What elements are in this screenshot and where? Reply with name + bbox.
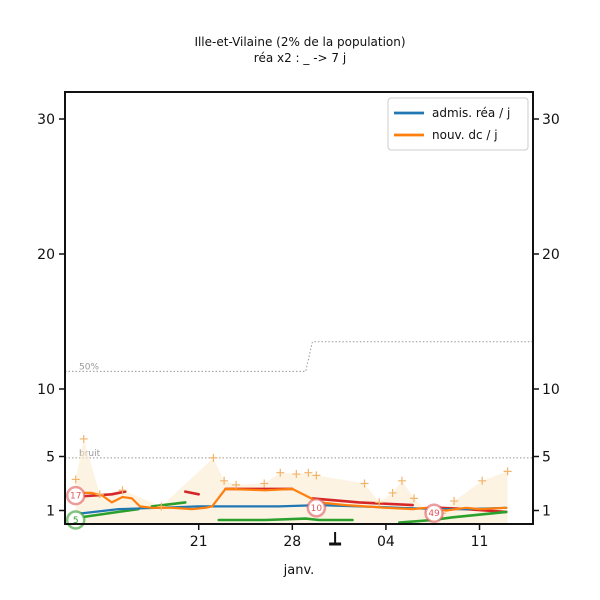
scatter-point-6 <box>220 476 229 485</box>
scatter-point-1 <box>79 434 88 443</box>
marker-circle-2 <box>306 498 327 518</box>
x-tick-label-2: 04 <box>377 534 395 550</box>
y-tick-label-right-1: 5 <box>542 450 551 466</box>
overlay-segment-0-3 <box>311 497 415 507</box>
overlay-segment-1-3 <box>397 510 508 524</box>
y-tick-label-left-3: 20 <box>37 247 55 263</box>
overlay-segment-1-0 <box>70 507 140 520</box>
scatter-point-11 <box>304 468 313 477</box>
y-tick-label-left-2: 10 <box>37 382 55 398</box>
legend-box <box>387 97 529 151</box>
y-tick-label-left-1: 5 <box>46 450 55 466</box>
y-tick-label-right-3: 20 <box>542 247 560 263</box>
overlay-segment-1-1 <box>150 501 187 508</box>
y-tick-label-right-0: 1 <box>542 504 551 520</box>
marker-label-3: 49 <box>428 509 440 519</box>
scatter-point-13 <box>360 479 369 488</box>
marker-label-1: 5 <box>73 516 79 526</box>
marker-label-2: 10 <box>311 504 323 514</box>
scatter-point-5 <box>209 453 218 462</box>
reference-label-1: bruit <box>79 449 101 459</box>
x-tick-label-3: 11 <box>471 534 489 550</box>
scatter-point-20 <box>450 497 459 506</box>
scatter-point-17 <box>409 494 418 503</box>
x-tick-label-0: 21 <box>190 534 208 550</box>
marker-circle-3 <box>424 503 444 523</box>
marker-circle-0 <box>65 485 86 506</box>
scatter-point-7 <box>232 480 241 489</box>
scatter-point-14 <box>375 498 384 507</box>
reference-lines: 50% bruit <box>65 341 533 459</box>
reference-line-0 <box>65 341 533 372</box>
overlay-segment-0-1 <box>184 490 200 496</box>
scatter-point-22 <box>503 467 512 476</box>
chart-title: Ille-et-Vilaine (2% de la population) <box>194 35 405 49</box>
reference-label-0: 50% <box>79 362 99 372</box>
scatter-point-15 <box>388 488 397 497</box>
y-tick-label-right-2: 10 <box>542 382 560 398</box>
scatter-point-12 <box>312 471 321 480</box>
scatter-point-10 <box>292 470 301 479</box>
scatter-point-9 <box>276 468 285 477</box>
scatter-point-8 <box>260 479 269 488</box>
peak-markers: 17 5 10 49 <box>65 485 444 530</box>
y-tick-label-right-4: 30 <box>542 112 560 128</box>
legend-label-1: nouv. dc / j <box>432 128 498 142</box>
overlay-segment-1-2 <box>217 517 354 522</box>
legend-label-0: admis. réa / j <box>432 106 510 120</box>
x-axis-label: janv. <box>283 563 315 578</box>
scatter-point-16 <box>397 476 406 485</box>
plot-frame <box>64 91 534 525</box>
scatter-point-2 <box>95 490 104 499</box>
scatter-point-4 <box>157 502 166 511</box>
y-tick-label-left-0: 1 <box>46 504 55 520</box>
scatter-point-3 <box>118 486 127 495</box>
y-tick-label-left-4: 30 <box>37 112 55 128</box>
marker-label-0: 17 <box>70 492 81 502</box>
x-tick-label-1: 28 <box>283 534 301 550</box>
scatter-point-21 <box>478 476 487 485</box>
scatter-point-0 <box>71 475 80 484</box>
legend: admis. réa / j nouv. dc / j <box>387 97 529 151</box>
chart-subtitle: réa x2 : _ -> 7 j <box>254 51 346 65</box>
